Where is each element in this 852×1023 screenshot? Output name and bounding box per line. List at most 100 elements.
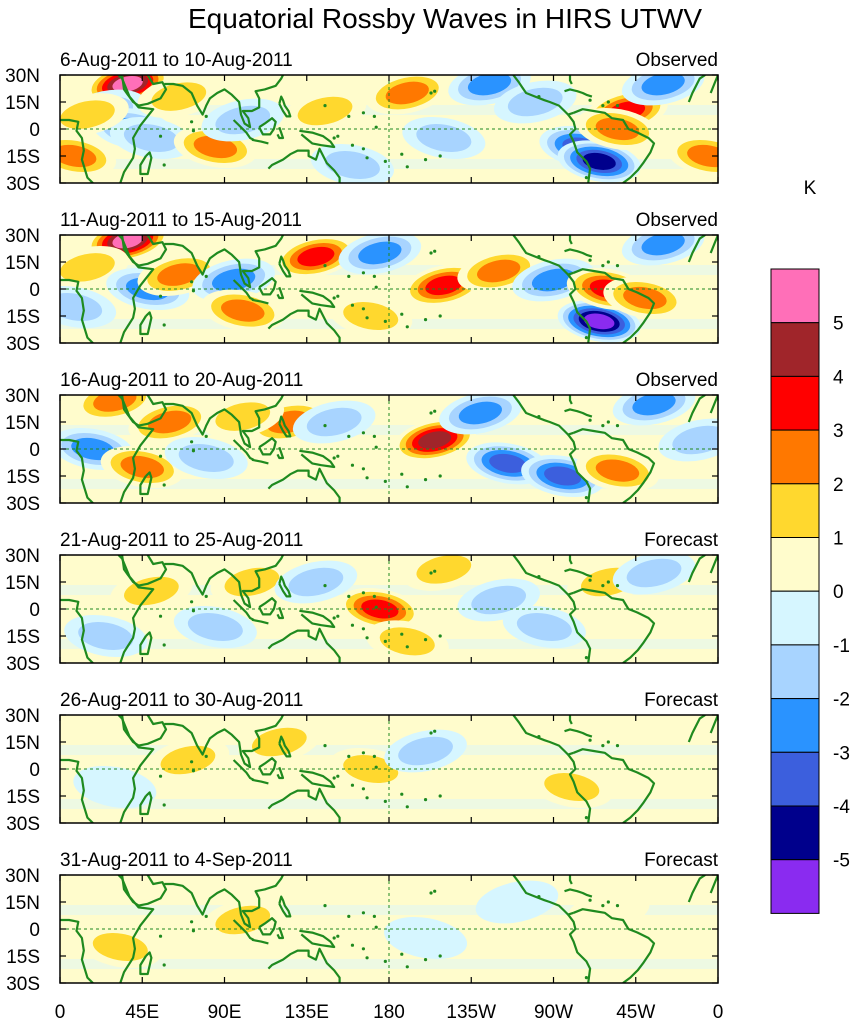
- colorbar-swatch: [770, 483, 820, 538]
- anomaly-contour: [398, 736, 453, 766]
- panels: 30N 15N 0 15S 30S 6-Aug-2011 to 10-Aug-2011 Ob…: [5, 50, 719, 995]
- colorbar-label: 5: [833, 314, 844, 335]
- anomaly-contour: [385, 81, 429, 105]
- anomaly-contour: [583, 313, 615, 330]
- colorbar-label: 4: [833, 367, 844, 388]
- lat-tick-label: 15S: [6, 147, 40, 168]
- map-panel-6: 30N 15N 0 15S 30S 31-Aug-2011 to 4-Sep-2011 Fo…: [5, 850, 719, 995]
- colorbar-label: 3: [833, 421, 844, 442]
- panel-date: 21-Aug-2011 to 25-Aug-2011: [60, 530, 303, 551]
- lon-tick-label: 45E: [125, 1002, 159, 1023]
- anomaly-contour: [458, 401, 503, 425]
- colorbar-label: -4: [833, 797, 850, 818]
- lat-tick-label: 0: [29, 120, 40, 141]
- anomaly-field: [60, 75, 718, 183]
- anomaly-contour: [297, 246, 335, 267]
- lat-tick-label: 15N: [5, 573, 40, 594]
- anomaly-contour: [425, 275, 463, 296]
- anomaly-contour: [475, 880, 559, 924]
- coastlines: [60, 715, 718, 823]
- anomaly-contour: [193, 135, 238, 159]
- panel-type: Forecast: [644, 850, 719, 871]
- lat-tick-label: 0: [29, 440, 40, 461]
- colorbar-swatch: [770, 698, 820, 753]
- anomaly-contour: [416, 555, 472, 584]
- lon-tick-label: 135E: [285, 1002, 329, 1023]
- lat-tick-label: 15S: [6, 947, 40, 968]
- colorbar-label: 1: [833, 529, 844, 550]
- coastlines: [60, 235, 718, 343]
- map-panel-5: 30N 15N 0 15S 30S 26-Aug-2011 to 30-Aug-2011 F…: [5, 690, 719, 835]
- lat-tick-label: 30S: [6, 174, 40, 195]
- anomaly-contour: [418, 431, 452, 449]
- lat-tick-label: 30N: [5, 706, 40, 727]
- anomaly-contour: [343, 755, 399, 783]
- lat-tick-label: 15S: [6, 627, 40, 648]
- anomaly-contour: [224, 567, 280, 597]
- panel-date: 6-Aug-2011 to 10-Aug-2011: [60, 50, 293, 71]
- anomaly-contour: [60, 293, 103, 321]
- coastlines: [60, 555, 718, 663]
- lat-tick-label: 0: [29, 920, 40, 941]
- anomaly-contour: [215, 402, 271, 431]
- lon-tick-label: 180: [373, 1002, 405, 1023]
- panel-type: Observed: [636, 210, 718, 231]
- anomaly-contour: [112, 75, 143, 93]
- anomaly-contour: [379, 627, 435, 656]
- map-panel-4: 30N 15N 0 15S 30S 21-Aug-2011 to 25-Aug-2011 F…: [5, 530, 719, 675]
- anomaly-contour: [687, 144, 718, 168]
- anomaly-contour: [221, 299, 265, 322]
- colorbar-swatch: [770, 805, 820, 861]
- colorbar-swatch: [770, 751, 820, 807]
- colorbar-swatch: [770, 322, 820, 377]
- lat-tick-label: 30N: [5, 386, 40, 407]
- lat-tick-label: 0: [29, 280, 40, 301]
- anomaly-contour: [531, 268, 576, 292]
- anomaly-contour: [595, 459, 640, 482]
- lat-tick-label: 30S: [6, 334, 40, 355]
- anomaly-contour: [358, 241, 402, 265]
- panel-type: Forecast: [644, 690, 719, 711]
- anomaly-contour: [467, 75, 512, 96]
- colorbar-label: 2: [833, 475, 844, 496]
- lat-tick-label: 30S: [6, 974, 40, 995]
- anomaly-contour: [148, 410, 192, 434]
- lat-tick-label: 30S: [6, 654, 40, 675]
- lat-tick-label: 0: [29, 760, 40, 781]
- anomaly-contour: [73, 765, 157, 809]
- anomaly-field: [60, 235, 718, 343]
- anomaly-contour: [60, 144, 97, 168]
- anomaly-contour: [595, 117, 640, 141]
- lat-tick-label: 30N: [5, 226, 40, 247]
- anomaly-contour: [567, 889, 650, 933]
- panel-type: Forecast: [644, 530, 719, 551]
- lat-tick-label: 15N: [5, 93, 40, 114]
- anomaly-contour: [471, 585, 527, 615]
- coastlines: [60, 395, 718, 503]
- map-panel-1: 30N 15N 0 15S 30S 6-Aug-2011 to 10-Aug-2011 Ob…: [5, 50, 719, 195]
- anomaly-field: [60, 395, 718, 503]
- anomaly-contour: [297, 96, 353, 126]
- lat-tick-label: 15S: [6, 307, 40, 328]
- lat-tick-label: 30N: [5, 66, 40, 87]
- lat-tick-label: 15S: [6, 787, 40, 808]
- anomaly-contour: [78, 622, 134, 650]
- panel-date: 16-Aug-2011 to 20-Aug-2011: [60, 370, 303, 391]
- anomaly-contour: [187, 613, 243, 641]
- anomaly-contour: [288, 567, 344, 597]
- anomaly-field: [60, 715, 718, 823]
- anomaly-contour: [384, 916, 468, 960]
- lat-tick-label: 15N: [5, 733, 40, 754]
- map-panel-2: 30N 15N 0 15S 30S 11-Aug-2011 to 15-Aug-2011 O…: [5, 210, 719, 355]
- anomaly-contour: [626, 558, 682, 588]
- lat-tick-label: 15S: [6, 467, 40, 488]
- colorbar-swatch: [770, 537, 820, 592]
- lat-tick-label: 15N: [5, 413, 40, 434]
- coastlines: [60, 75, 718, 183]
- colorbar-label: -2: [833, 690, 850, 711]
- lon-tick-label: 0: [713, 1002, 724, 1023]
- lat-tick-label: 15N: [5, 253, 40, 274]
- colorbar-swatch: [770, 268, 820, 324]
- anomaly-contour: [544, 466, 582, 486]
